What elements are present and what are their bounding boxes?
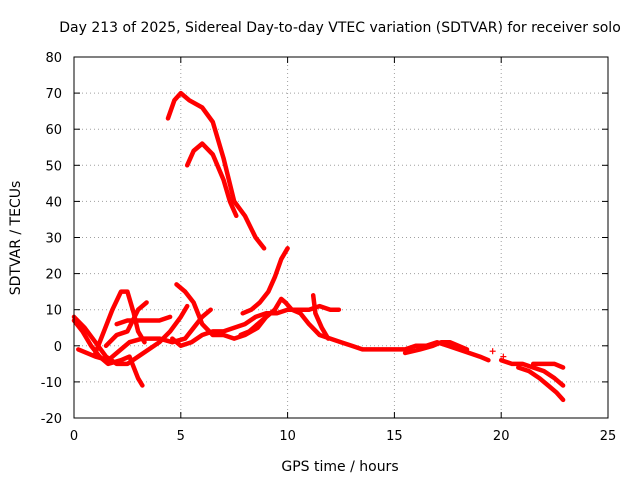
x-tick-label: 25 xyxy=(600,429,617,444)
y-tick-label: 10 xyxy=(45,304,62,319)
chart-title: Day 213 of 2025, Sidereal Day-to-day VTE… xyxy=(59,20,621,36)
series-track-5 xyxy=(93,289,147,356)
y-tick-label: 50 xyxy=(45,159,62,174)
series-track-9 xyxy=(174,282,491,363)
data-point-marker xyxy=(500,353,507,360)
series-track-4 xyxy=(71,318,145,388)
y-tick-label: 80 xyxy=(45,51,62,66)
y-tick-label: -10 xyxy=(41,376,62,391)
x-tick-label: 15 xyxy=(386,429,403,444)
series-track-7 xyxy=(114,314,173,327)
y-tick-label: 40 xyxy=(45,195,62,210)
data-series-group xyxy=(71,90,566,403)
y-axis-label: SDTVAR / TECUs xyxy=(8,181,24,296)
y-tick-label: 70 xyxy=(45,87,62,102)
series-track-14 xyxy=(402,339,470,356)
y-tick-label: -20 xyxy=(41,412,62,427)
y-tick-label: 30 xyxy=(45,232,62,247)
x-axis-label: GPS time / hours xyxy=(281,459,398,475)
x-tick-label: 10 xyxy=(279,429,296,444)
series-track-15 xyxy=(498,357,566,388)
x-tick-label: 5 xyxy=(177,429,185,444)
series-track-10 xyxy=(170,303,342,349)
y-tick-label: 0 xyxy=(54,340,62,355)
series-track-8 xyxy=(76,307,213,363)
series-track-16 xyxy=(516,365,566,403)
y-tick-label: 20 xyxy=(45,268,62,283)
grid xyxy=(74,57,608,418)
data-point-marker xyxy=(489,348,496,355)
x-tick-label: 0 xyxy=(70,429,78,444)
series-track-11 xyxy=(240,246,290,316)
series-track-13 xyxy=(310,293,331,341)
series-track-2 xyxy=(184,141,239,219)
series-track-1 xyxy=(165,90,267,251)
series-track-17 xyxy=(530,361,566,370)
y-tick-label: 60 xyxy=(45,123,62,138)
x-tick-label: 20 xyxy=(493,429,510,444)
series-track-6 xyxy=(103,300,149,349)
series-track-12 xyxy=(238,307,278,338)
axis-ticks: 0 5 10 15 20 25 -20 -10 0 10 20 30 40 50 60 70 80 xyxy=(41,51,617,444)
